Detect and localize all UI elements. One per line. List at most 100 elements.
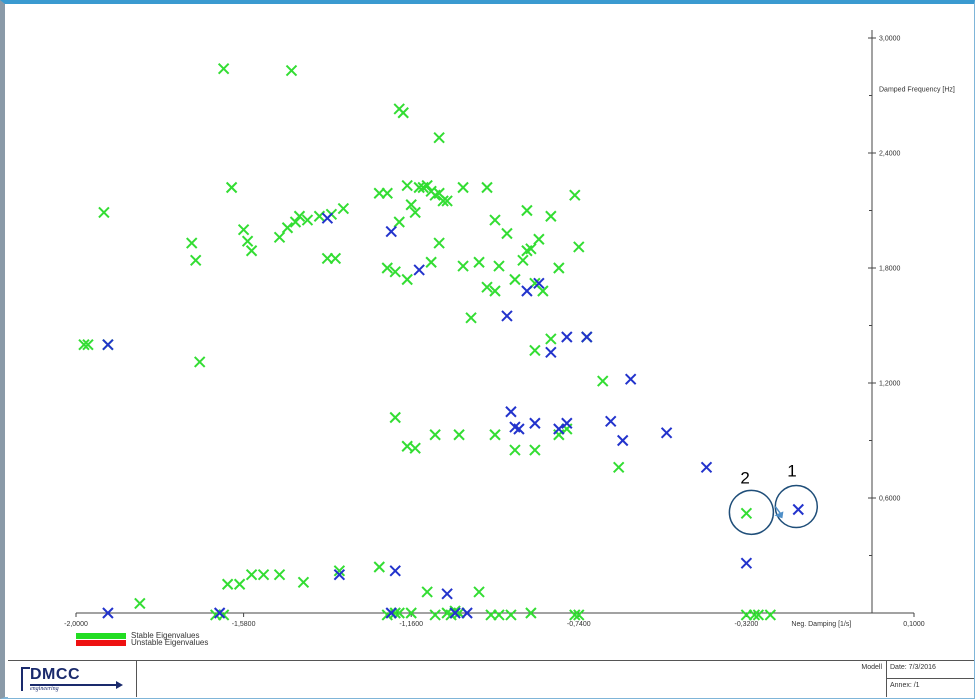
title-block-footer: DMCC engineering Modell Date: 7/3/2016 A… — [8, 660, 974, 698]
x-tick-label: -1,5800 — [232, 621, 256, 628]
stable-eigenvalue-point — [393, 216, 405, 228]
date-cell: Date: 7/3/2016 Annex: /1 — [886, 661, 974, 697]
stable-eigenvalue-point — [273, 568, 286, 581]
model-label: Modell — [861, 664, 882, 671]
stable-eigenvalue-point — [764, 609, 777, 621]
company-logo: DMCC engineering — [8, 661, 137, 697]
annotation-label-2: 2 — [740, 468, 749, 487]
stable-eigenvalue-point — [493, 609, 505, 621]
unstable-eigenvalue-point — [102, 607, 114, 619]
arrowhead-icon — [774, 511, 784, 519]
logo-arrow-icon — [116, 681, 123, 689]
logo-subtitle: engineering — [30, 686, 59, 692]
stable-eigenvalue-point — [381, 187, 393, 199]
stable-eigenvalue-point — [405, 607, 417, 619]
y-tick-label: 0,6000 — [879, 496, 901, 503]
stable-eigenvalue-point — [421, 179, 433, 192]
stable-eigenvalue-point — [186, 237, 198, 249]
stable-eigenvalue-point — [405, 199, 417, 211]
stable-eigenvalue-point — [473, 256, 485, 268]
x-tick-label: 0,1000 — [903, 621, 925, 628]
stable-eigenvalue-point — [473, 586, 485, 598]
stable-eigenvalue-point — [517, 254, 529, 267]
stable-eigenvalue-point — [289, 216, 302, 228]
stable-eigenvalue-point — [573, 241, 585, 253]
stable-eigenvalue-point — [401, 179, 413, 192]
stable-eigenvalue-point — [397, 107, 409, 119]
stable-eigenvalue-point — [612, 461, 625, 474]
stable-eigenvalue-point — [389, 411, 401, 424]
logo-underline — [30, 684, 120, 686]
unstable-eigenvalue-point — [792, 503, 804, 516]
unstable-eigenvalue-point — [581, 331, 593, 343]
date-divider — [886, 678, 974, 679]
stable-eigenvalue-point — [225, 181, 238, 194]
y-tick-label: 3,0000 — [879, 36, 901, 43]
y-tick-label: 2,4000 — [879, 151, 901, 158]
unstable-eigenvalue-point — [413, 264, 425, 276]
stable-eigenvalue-point — [425, 256, 437, 268]
stable-eigenvalue-point — [193, 356, 206, 368]
stable-eigenvalue-point — [245, 245, 258, 257]
annex-text: Annex: /1 — [890, 682, 920, 689]
stable-eigenvalue-point — [457, 181, 469, 194]
x-tick-label: -2,0000 — [64, 621, 88, 628]
x-tick-label: -1,1600 — [399, 621, 423, 628]
stable-eigenvalue-point — [752, 609, 765, 621]
unstable-eigenvalue-point — [501, 310, 513, 322]
stable-eigenvalue-point — [98, 206, 110, 219]
stable-eigenvalue-point — [337, 202, 350, 215]
unstable-eigenvalue-point — [513, 423, 525, 435]
stable-eigenvalue-point — [453, 429, 465, 441]
legend-swatch-unstable — [76, 640, 126, 646]
date-text: Date: 7/3/2016 — [890, 664, 936, 671]
stable-eigenvalue-point — [409, 442, 421, 454]
stable-eigenvalue-point — [241, 235, 254, 247]
stable-eigenvalue-point — [78, 338, 90, 351]
stable-eigenvalue-point — [273, 231, 286, 244]
stable-eigenvalue-point — [373, 561, 385, 573]
stable-eigenvalue-point — [82, 338, 94, 351]
stable-eigenvalue-point — [433, 237, 445, 249]
unstable-eigenvalue-point — [660, 427, 673, 439]
annotation-label-1: 1 — [787, 462, 796, 481]
stable-eigenvalue-point — [257, 568, 270, 581]
stable-eigenvalue-point — [521, 245, 533, 257]
stable-eigenvalue-point — [501, 227, 513, 240]
x-axis-title: Neg. Damping [1/s] — [791, 621, 851, 628]
stable-eigenvalue-point — [489, 285, 501, 297]
stable-eigenvalue-point — [245, 568, 258, 581]
stable-eigenvalue-point — [381, 262, 393, 274]
unstable-eigenvalue-point — [461, 607, 473, 619]
model-cell: Modell — [846, 661, 887, 697]
legend-swatch-stable — [76, 633, 126, 639]
stable-eigenvalue-point — [441, 195, 453, 207]
unstable-eigenvalue-point — [333, 568, 346, 581]
stable-eigenvalue-point — [597, 375, 609, 387]
stable-eigenvalue-point — [389, 266, 401, 278]
stable-eigenvalue-point — [237, 223, 250, 236]
stable-eigenvalue-point — [285, 64, 298, 77]
unstable-eigenvalue-point — [561, 417, 573, 429]
legend-label-unstable: Unstable Eigenvalues — [131, 638, 208, 647]
stable-eigenvalue-point — [190, 254, 202, 267]
stable-eigenvalue-point — [465, 312, 477, 324]
stable-eigenvalue-point — [529, 344, 541, 357]
stable-eigenvalue-point — [505, 609, 517, 621]
unstable-eigenvalue-point — [385, 607, 397, 619]
unstable-eigenvalue-point — [700, 461, 713, 474]
stable-eigenvalue-point — [217, 62, 230, 75]
unstable-eigenvalue-point — [389, 565, 401, 577]
unstable-eigenvalue-point — [624, 373, 637, 385]
stable-eigenvalue-point — [221, 578, 234, 590]
stable-eigenvalue-point — [429, 609, 441, 621]
stable-eigenvalue-point — [489, 214, 501, 226]
stable-eigenvalue-point — [297, 576, 310, 589]
y-axis-title: Damped Frequency [Hz] — [879, 87, 955, 94]
x-tick-label: -0,3200 — [735, 621, 759, 628]
stable-eigenvalue-point — [421, 586, 433, 598]
stable-eigenvalue-point — [489, 429, 501, 441]
stable-eigenvalue-point — [529, 444, 541, 456]
